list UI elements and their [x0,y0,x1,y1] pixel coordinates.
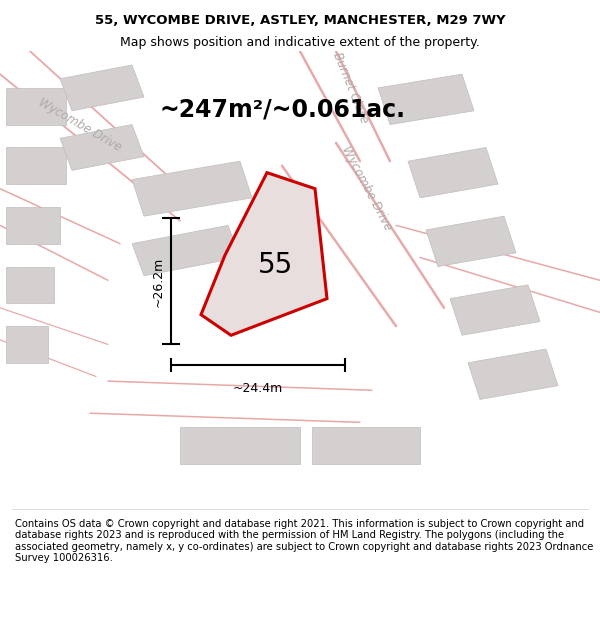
Polygon shape [180,427,300,464]
Polygon shape [201,173,327,335]
Polygon shape [60,124,144,171]
Polygon shape [6,326,48,362]
Polygon shape [132,161,252,216]
Polygon shape [426,216,516,267]
Text: Wycombe Drive: Wycombe Drive [36,96,124,154]
Text: Burnet Close: Burnet Close [330,51,370,126]
Text: ~26.2m: ~26.2m [151,256,164,307]
Text: 55: 55 [259,251,293,279]
Polygon shape [312,427,420,464]
Text: ~247m²/~0.061ac.: ~247m²/~0.061ac. [159,97,405,121]
Polygon shape [408,148,498,198]
Text: Contains OS data © Crown copyright and database right 2021. This information is : Contains OS data © Crown copyright and d… [15,519,593,563]
Text: 55, WYCOMBE DRIVE, ASTLEY, MANCHESTER, M29 7WY: 55, WYCOMBE DRIVE, ASTLEY, MANCHESTER, M… [95,14,505,28]
Text: Wycombe Drive: Wycombe Drive [339,144,394,233]
Polygon shape [60,65,144,111]
Text: Map shows position and indicative extent of the property.: Map shows position and indicative extent… [120,36,480,49]
Polygon shape [6,207,60,244]
Text: ~24.4m: ~24.4m [233,382,283,396]
Polygon shape [132,226,240,276]
Polygon shape [450,285,540,335]
Polygon shape [6,148,66,184]
Polygon shape [6,88,66,124]
Polygon shape [6,267,54,303]
Polygon shape [468,349,558,399]
Polygon shape [378,74,474,124]
